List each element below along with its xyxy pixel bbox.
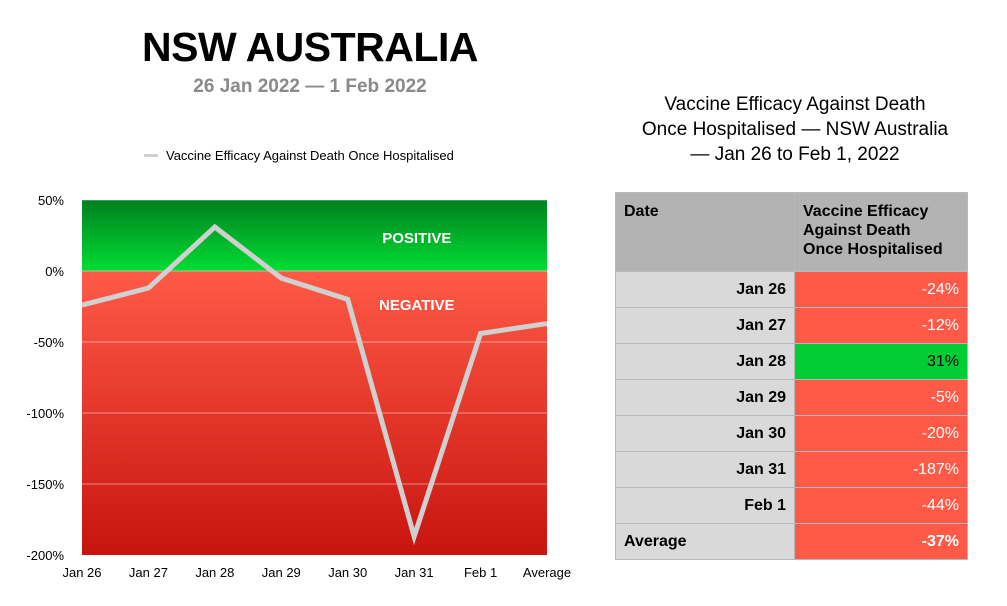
row-date: Jan 28: [615, 343, 795, 380]
row-value: -5%: [794, 379, 968, 416]
row-value: -20%: [794, 415, 968, 452]
positive-region-label: POSITIVE: [382, 230, 451, 247]
y-tick-label: -200%: [26, 548, 64, 563]
y-tick-label: 0%: [45, 264, 64, 279]
row-date: Jan 30: [615, 415, 795, 452]
row-value: -187%: [794, 451, 968, 488]
x-tick-label: Average: [523, 565, 571, 580]
x-tick-label: Jan 28: [195, 565, 234, 580]
table-header-row: Date Vaccine Efficacy Against Death Once…: [615, 192, 968, 272]
legend-label: Vaccine Efficacy Against Death Once Hosp…: [166, 148, 454, 163]
table-average-row: Average -37%: [615, 523, 968, 560]
table-row: Jan 29 -5%: [615, 379, 968, 416]
header-efficacy: Vaccine Efficacy Against Death Once Hosp…: [794, 192, 968, 272]
row-date: Jan 27: [615, 307, 795, 344]
average-value: -37%: [794, 523, 968, 560]
page-subtitle: 26 Jan 2022 — 1 Feb 2022: [193, 76, 427, 97]
row-date: Jan 31: [615, 451, 795, 488]
x-tick-label: Jan 27: [129, 565, 168, 580]
data-point: [480, 332, 482, 334]
x-tick-label: Jan 26: [62, 565, 101, 580]
chart-legend: Vaccine Efficacy Against Death Once Hosp…: [144, 148, 454, 163]
y-tick-label: -50%: [34, 335, 65, 350]
x-tick-label: Jan 30: [328, 565, 367, 580]
data-point: [214, 226, 216, 228]
x-tick-label: Feb 1: [464, 565, 497, 580]
legend-line-swatch: [144, 154, 158, 157]
row-value: -44%: [794, 487, 968, 524]
table-title: Vaccine Efficacy Against Death Once Hosp…: [600, 92, 990, 167]
table-title-line-1: Vaccine Efficacy Against Death: [664, 94, 926, 115]
row-value: -24%: [794, 271, 968, 308]
efficacy-line-chart: POSITIVE NEGATIVE 50% 0% -50% -100% -150% -200…: [26, 193, 571, 580]
table-row: Jan 28 31%: [615, 343, 968, 380]
data-point: [347, 298, 349, 300]
data-point: [147, 287, 149, 289]
negative-band: [82, 271, 547, 555]
row-date: Feb 1: [615, 487, 795, 524]
row-date: Jan 29: [615, 379, 795, 416]
header-efficacy-line-1: Vaccine Efficacy: [803, 203, 929, 220]
data-point: [546, 323, 548, 325]
data-point: [280, 277, 282, 279]
table-title-line-3: — Jan 26 to Feb 1, 2022: [690, 144, 900, 165]
table-title-line-2: Once Hospitalised — NSW Australia: [641, 119, 949, 140]
positive-band: [82, 200, 547, 271]
x-tick-label: Jan 31: [395, 565, 434, 580]
row-value: -12%: [794, 307, 968, 344]
y-tick-label: 50%: [38, 193, 64, 208]
row-value: 31%: [794, 343, 968, 380]
x-tick-label: Jan 29: [262, 565, 301, 580]
header-efficacy-line-2: Against Death: [803, 222, 911, 239]
row-date: Jan 26: [615, 271, 795, 308]
y-tick-label: -150%: [26, 477, 64, 492]
data-point: [81, 304, 83, 306]
efficacy-table: Date Vaccine Efficacy Against Death Once…: [615, 192, 968, 560]
header-date: Date: [615, 192, 795, 272]
header-efficacy-line-3: Once Hospitalised: [803, 241, 943, 258]
average-label: Average: [615, 523, 795, 560]
table-row: Jan 26 -24%: [615, 271, 968, 308]
series-line: [81, 223, 548, 546]
table-row: Jan 30 -20%: [615, 415, 968, 452]
page-title: NSW AUSTRALIA: [142, 24, 478, 70]
table-row: Feb 1 -44%: [615, 487, 968, 524]
y-tick-label: -100%: [26, 406, 64, 421]
negative-region-label: NEGATIVE: [379, 297, 455, 314]
table-row: Jan 27 -12%: [615, 307, 968, 344]
data-point: [413, 536, 415, 538]
table-row: Jan 31 -187%: [615, 451, 968, 488]
